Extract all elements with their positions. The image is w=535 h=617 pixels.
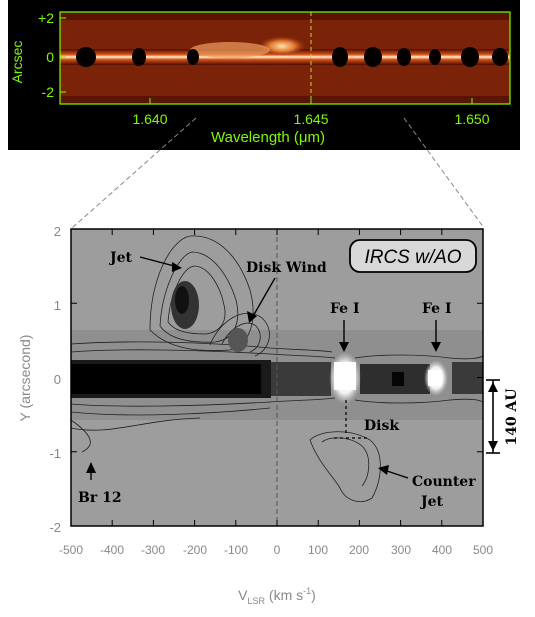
top-panel-frame [59,11,511,105]
velocity-position-panel: IRCS w/AO Jet Disk Wind Fe I Fe I Disk C… [70,228,484,527]
x-tick-label: -400 [100,543,124,557]
y-tick-label: 1 [54,298,61,313]
top-x-axis-label: Wavelength (μm) [211,129,325,146]
bottom-axis-ticks [70,228,484,527]
y-tick-label: -2 [49,520,61,535]
top-y-tick-label: +2 [38,10,54,26]
fe-label-right: Fe I [422,301,452,317]
y-tick-label: 2 [54,224,61,239]
disk-wind-label: Disk Wind [246,260,327,276]
counter-jet-label-line1: Counter [412,474,476,490]
top-y-tick-label: 0 [46,49,54,65]
top-x-tick-label: 1.650 [454,111,489,127]
spectrum-trace [60,49,510,65]
scale-bar-label: 140 AU [504,388,520,445]
disk-label: Disk [364,418,399,434]
x-tick-label: -200 [183,543,207,557]
fe-label-left: Fe I [330,301,360,317]
top-y-axis-label: Arcsec [9,41,25,84]
top-spectrum-panel: Arcsec +2 0 -2 1.640 1.645 1.650 Wavelen… [8,0,520,150]
x-tick-label: 500 [473,543,493,557]
br12-label: Br 12 [78,490,122,506]
jet-label: Jet [108,250,133,266]
continuum-band [71,360,483,398]
fe-arrow-left [339,342,349,352]
x-tick-label: 100 [308,543,328,557]
instrument-label: IRCS w/AO [364,247,461,268]
x-tick-label: -300 [141,543,165,557]
x-tick-label: 300 [391,543,411,557]
jet-arrow [139,256,179,268]
x-tick-label: -100 [224,543,248,557]
top-x-tick-label: 1.645 [293,111,328,127]
counter-jet-label-line2: Jet [419,494,444,510]
y-tick-label: 0 [54,372,61,387]
x-tick-label: -500 [59,543,83,557]
x-tick-label: 200 [349,543,369,557]
disk-wind-arrow [251,277,276,319]
fe-arrow-right [431,342,441,352]
top-x-tick-label: 1.640 [132,111,167,127]
y-axis-label: Y (arcsecond) [17,335,33,422]
zoom-connector-lines [71,117,485,229]
x-tick-label: 400 [432,543,452,557]
y-tick-label: -1 [49,446,61,461]
instrument-label-box [349,239,477,273]
absorption-features [76,47,508,67]
x-axis-label: VLSR (km s-1) [238,586,316,606]
top-y-tick-label: -2 [42,84,55,100]
disk-wind-knot [228,328,248,352]
scale-bar-140au [486,379,500,454]
counter-jet-arrow [383,469,409,479]
x-tick-label: 0 [274,543,281,557]
